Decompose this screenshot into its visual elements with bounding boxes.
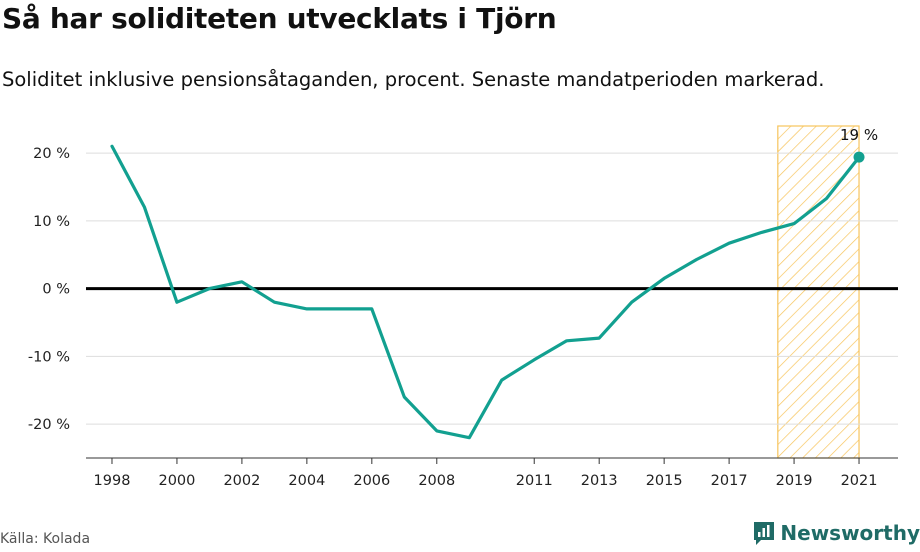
source-note: Källa: Kolada xyxy=(0,531,91,547)
end-point-marker xyxy=(853,151,865,163)
brand-name: Newsworthy xyxy=(780,521,920,545)
y-tick-label: 10 % xyxy=(33,214,70,230)
highlight-band xyxy=(777,125,860,459)
x-tick-label: 2019 xyxy=(776,473,813,489)
series-line-soliditet xyxy=(110,144,861,440)
y-tick-label: 0 % xyxy=(42,282,70,298)
x-tick-label: 2004 xyxy=(288,473,325,489)
x-tick-label: 2000 xyxy=(158,473,195,489)
x-tick-label: 2006 xyxy=(353,473,390,489)
chart-subtitle: Soliditet inklusive pensionsåtaganden, p… xyxy=(2,68,825,91)
y-tick-label: 20 % xyxy=(33,146,70,162)
end-value-label: 19 % xyxy=(840,126,878,144)
chart-title: Så har soliditeten utvecklats i Tjörn xyxy=(2,2,557,35)
y-tick-label: -20 % xyxy=(28,417,70,433)
x-tick-label: 2008 xyxy=(418,473,455,489)
newsworthy-logo-icon xyxy=(754,522,775,545)
x-tick-label: 2013 xyxy=(581,473,618,489)
x-tick-label: 2015 xyxy=(646,473,683,489)
x-tick-label: 2021 xyxy=(841,473,878,489)
x-tick-label: 2011 xyxy=(516,473,553,489)
x-tick-label: 2017 xyxy=(711,473,748,489)
y-tick-label: -10 % xyxy=(28,349,70,365)
x-tick-label: 1998 xyxy=(94,473,131,489)
brand-logo[interactable]: Newsworthy xyxy=(752,520,920,546)
x-tick-label: 2002 xyxy=(223,473,260,489)
